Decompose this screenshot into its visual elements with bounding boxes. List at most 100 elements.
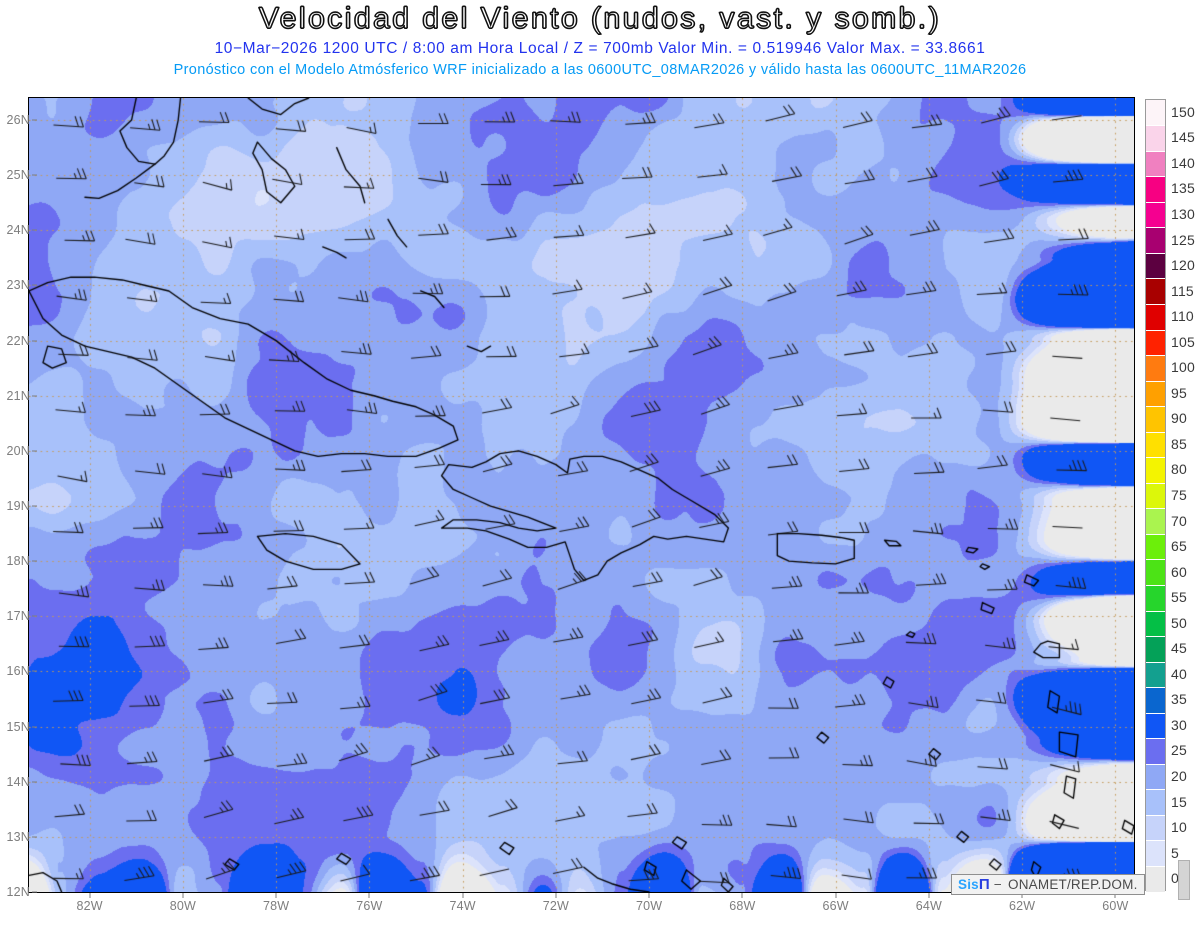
forecast-meta-line: 10−Mar−2026 1200 UTC / 8:00 am Hora Loca…: [214, 40, 986, 57]
lat-tick-mark: [32, 119, 37, 121]
lon-tick-label: 78W: [262, 899, 290, 913]
lon-tick-label: 74W: [449, 899, 476, 913]
colorbar-segment: [1146, 840, 1165, 868]
colorbar-tick-label: 150: [1171, 103, 1195, 120]
chart-header: Velocidad del Viento (nudos, vast. y som…: [0, 0, 1200, 95]
lat-tick-mark: [32, 726, 37, 728]
colorbar-segment: [1146, 253, 1165, 280]
colorbar-tick-label: 45: [1171, 640, 1187, 657]
lat-tick-label: 15N: [6, 719, 30, 734]
lon-tick-mark: [462, 893, 464, 898]
colorbar-tick-label: 10: [1171, 819, 1187, 836]
lat-tick-label: 12N: [6, 885, 30, 899]
colorbar-segment: [1146, 176, 1165, 203]
colorbar-segment: [1146, 125, 1165, 152]
lat-tick-label: 14N: [6, 774, 30, 789]
colorbar-segment: [1146, 636, 1165, 663]
lon-tick-label: 76W: [356, 899, 383, 913]
colorbar-segment: [1146, 406, 1165, 433]
colorbar-segment: [1146, 662, 1165, 689]
colorbar-tick-label: 130: [1171, 205, 1195, 222]
lon-tick-label: 82W: [76, 899, 103, 913]
lat-tick-label: 19N: [6, 499, 30, 514]
lon-tick-mark: [182, 893, 184, 898]
colorbar-segment: [1146, 789, 1165, 816]
scrollbar-thumb[interactable]: [1178, 860, 1190, 900]
colorbar-tick-label: 0: [1171, 870, 1179, 887]
lat-tick-label: 22N: [6, 333, 30, 348]
colorbar-segment: [1146, 534, 1165, 561]
colorbar-segment: [1146, 457, 1165, 484]
lat-tick-mark: [32, 836, 37, 838]
colorbar-tick-label: 65: [1171, 538, 1187, 555]
lat-tick-mark: [32, 174, 37, 176]
colorbar-segment: [1146, 585, 1165, 612]
lat-tick-mark: [32, 670, 37, 672]
colorbar-segment: [1146, 713, 1165, 740]
colorbar-segment: [1146, 738, 1165, 765]
colorbar-tick-label: 20: [1171, 768, 1187, 785]
colorbar-tick-label: 50: [1171, 614, 1187, 631]
lat-tick-label: 23N: [6, 278, 30, 293]
colorbar-tick-label: 70: [1171, 512, 1187, 529]
colorbar-segment: [1146, 815, 1165, 842]
lon-tick-mark: [835, 893, 837, 898]
colorbar-tick-label: 140: [1171, 154, 1195, 171]
lat-tick-label: 25N: [6, 168, 30, 183]
colorbar-segment: [1146, 227, 1165, 254]
colorbar-segment: [1146, 559, 1165, 586]
lat-tick-mark: [32, 615, 37, 617]
lon-tick-label: 60W: [1102, 899, 1129, 913]
agency-watermark: Sis Π − ONAMET/REP.DOM.: [951, 874, 1145, 895]
lon-tick-mark: [89, 893, 91, 898]
wind-speed-map[interactable]: [28, 97, 1135, 893]
lon-tick-label: 66W: [822, 899, 849, 913]
colorbar-tick-label: 35: [1171, 691, 1187, 708]
colorbar[interactable]: [1145, 99, 1166, 893]
lon-tick-mark: [1114, 893, 1116, 898]
lat-tick-mark: [32, 560, 37, 562]
colorbar-segment: [1146, 610, 1165, 638]
lat-tick-label: 26N: [6, 113, 30, 128]
colorbar-tick-label: 30: [1171, 716, 1187, 733]
colorbar-segment: [1146, 278, 1165, 305]
colorbar-tick-label: 95: [1171, 384, 1187, 401]
lon-tick-mark: [275, 893, 277, 898]
colorbar-tick-label: 55: [1171, 589, 1187, 606]
colorbar-tick-label: 5: [1171, 844, 1179, 861]
colorbar-tick-label: 145: [1171, 129, 1195, 146]
lon-tick-mark: [741, 893, 743, 898]
page-title: Velocidad del Viento (nudos, vast. y som…: [258, 1, 942, 35]
lon-tick-mark: [368, 893, 370, 898]
lat-tick-mark: [32, 781, 37, 783]
lon-tick-label: 72W: [542, 899, 569, 913]
lat-tick-mark: [32, 505, 37, 507]
lon-tick-label: 80W: [169, 899, 197, 913]
colorbar-tick-label: 105: [1171, 333, 1195, 350]
lat-tick-label: 13N: [6, 829, 30, 844]
lon-tick-label: 68W: [729, 899, 756, 913]
watermark-separator: −: [993, 877, 1003, 892]
lat-tick-label: 24N: [6, 223, 30, 238]
lat-tick-label: 17N: [6, 609, 30, 624]
colorbar-tick-label: 120: [1171, 257, 1195, 274]
lat-tick-mark: [32, 229, 37, 231]
colorbar-tick-label: 135: [1171, 180, 1195, 197]
lat-tick-mark: [32, 450, 37, 452]
lat-tick-mark: [32, 340, 37, 342]
colorbar-tick-label: 25: [1171, 742, 1187, 759]
lat-tick-label: 18N: [6, 554, 30, 569]
lat-tick-label: 20N: [6, 443, 30, 458]
lon-tick-label: 70W: [635, 899, 663, 913]
lat-tick-mark: [32, 395, 37, 397]
lat-tick-label: 16N: [6, 664, 30, 679]
colorbar-tick-label: 40: [1171, 665, 1187, 682]
lon-tick-label: 62W: [1008, 899, 1036, 913]
colorbar-segment: [1146, 381, 1165, 408]
colorbar-tick-label: 15: [1171, 793, 1187, 810]
colorbar-tick-label: 100: [1171, 359, 1195, 376]
wind-barb-overlay: [29, 98, 1134, 892]
watermark-symbol-icon: Π: [978, 876, 990, 893]
lon-tick-label: 64W: [915, 899, 942, 913]
colorbar-tick-label: 90: [1171, 410, 1187, 427]
